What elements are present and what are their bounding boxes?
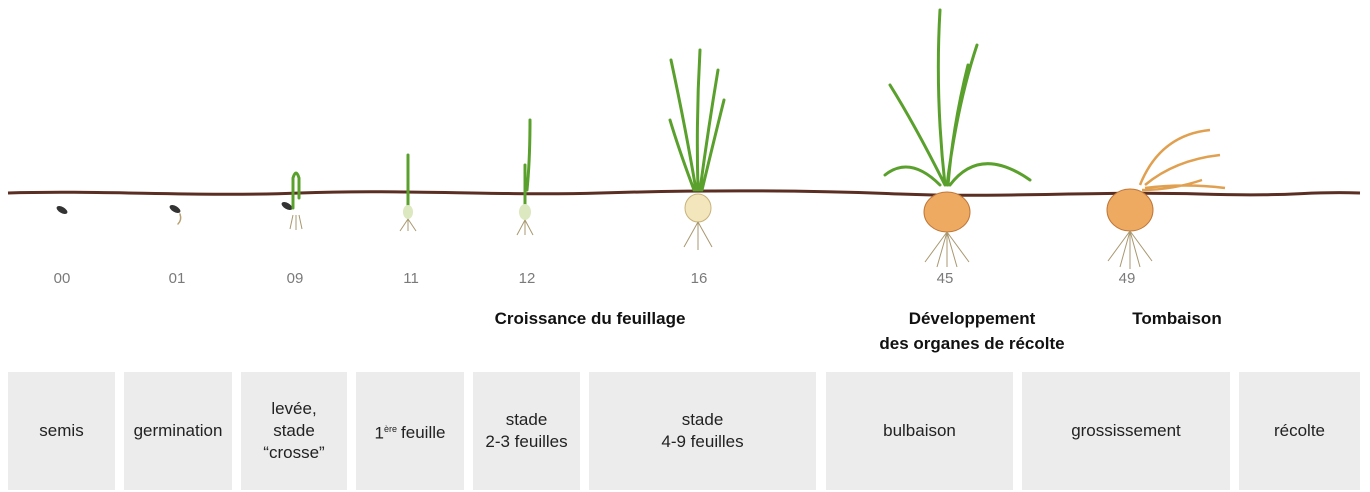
phase-label: Croissance du feuillage [495,306,686,331]
seeds [55,200,293,215]
stage-line: grossissement [1071,420,1181,442]
stage-text: feuille [401,423,445,442]
stage-line: germination [134,420,223,442]
stage-code: 12 [519,270,536,287]
page: 00 01 09 11 12 16 45 49 Croissance du feuillage D… [0,0,1370,492]
stage-line: bulbaison [883,420,956,442]
stage-superscript: ère [384,424,397,434]
stage-box: germination [124,372,232,490]
stage-box: bulbaison [826,372,1013,490]
fallen-leaves [1140,130,1225,190]
stage-line: 2-3 feuilles [485,431,567,453]
stage-line: 4-9 feuilles [661,431,743,453]
stage-code: 49 [1119,270,1136,287]
soil-line [8,191,1360,195]
stage-code: 16 [691,270,708,287]
stage-number: 1 [375,423,384,442]
phase-line: des organes de récolte [879,331,1064,356]
phase-line: Développement [879,306,1064,331]
stage-code: 09 [287,270,304,287]
stage-code: 00 [54,270,71,287]
stage-box: semis [8,372,115,490]
stage-box: récolte [1239,372,1360,490]
stage-box: levée,stade“crosse” [241,372,347,490]
stage-box: 1ère feuille [356,372,464,490]
stage-box: grossissement [1022,372,1230,490]
stage-line: récolte [1274,420,1325,442]
phase-line: Croissance du feuillage [495,306,686,331]
stage-line: levée, [271,398,316,420]
phase-line: Tombaison [1132,306,1221,331]
stage-line: “crosse” [263,442,324,464]
stage-line: stade [506,409,548,431]
stage-line: semis [39,420,83,442]
stage-line: stade [273,420,315,442]
phase-label: Tombaison [1132,306,1221,331]
stage-line: stade [682,409,724,431]
stage-code: 11 [403,270,419,287]
stage-code: 45 [937,270,954,287]
stage-line: 1ère feuille [375,418,446,445]
roots [290,215,1152,269]
stage-code: 01 [169,270,186,287]
